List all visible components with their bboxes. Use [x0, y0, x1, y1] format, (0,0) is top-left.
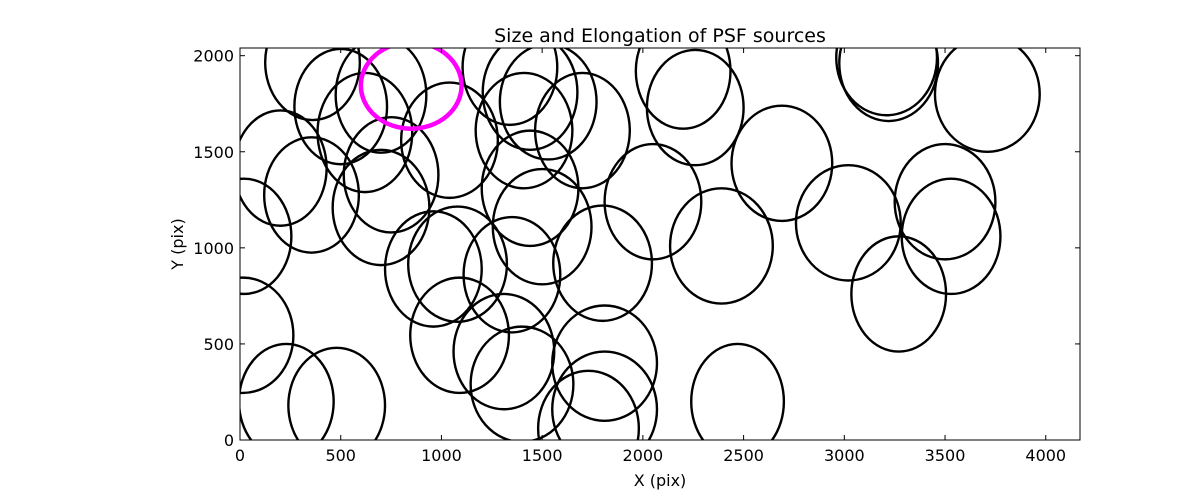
- psf-source-ellipse: [399, 81, 500, 200]
- psf-source-ellipse: [794, 164, 902, 282]
- y-tick-label: 1500: [193, 143, 234, 162]
- psf-source-ellipse: [240, 276, 295, 395]
- psf-source-ellipse: [552, 204, 654, 323]
- x-axis-label: X (pix): [634, 471, 687, 490]
- psf-source-ellipse: [469, 325, 575, 440]
- psf-source-ellipse: [474, 71, 574, 190]
- psf-source-ellipse: [407, 205, 509, 324]
- y-tick-label: 500: [203, 335, 234, 354]
- axis-ticks: 0 500 1000 1500 2000 2500 3000 3500 4000 0 500 1000…: [193, 47, 1080, 465]
- psf-source-ellipse: [263, 48, 362, 122]
- psf-source-ellipse: [551, 350, 659, 440]
- x-tick-label: 1500: [522, 446, 563, 465]
- psf-source-ellipse: [690, 342, 786, 440]
- plot-frame: [239, 47, 1081, 441]
- psf-source-ellipse: [491, 167, 593, 286]
- psf-source-ellipse: [461, 48, 559, 127]
- psf-source-ellipse: [730, 104, 834, 223]
- psf-source-ellipse: [498, 48, 598, 161]
- psf-source-ellipse: [287, 346, 387, 440]
- psf-source-ellipse: [240, 342, 335, 440]
- x-tick-label: 4000: [1025, 446, 1066, 465]
- x-tick-label: 2000: [623, 446, 664, 465]
- y-axis-label: Y (pix): [168, 218, 187, 270]
- psf-source-ellipse: [668, 187, 775, 305]
- psf-source-ellipse: [342, 115, 440, 234]
- x-tick-label: 3000: [824, 446, 865, 465]
- psf-source-ellipse: [331, 148, 431, 267]
- psf-source-ellipse: [536, 369, 641, 440]
- psf-source-ellipse: [462, 215, 562, 334]
- psf-sources: [240, 48, 1041, 440]
- psf-source-ellipse: [838, 48, 940, 123]
- psf-source-ellipse: [893, 142, 997, 261]
- psf-source-ellipse: [850, 235, 948, 353]
- x-tick-label: 1000: [421, 446, 462, 465]
- psf-source-ellipse: [933, 48, 1041, 153]
- chart-title: Size and Elongation of PSF sources: [494, 25, 826, 47]
- psf-source-ellipse: [409, 276, 511, 395]
- psf-source-ellipse: [551, 304, 659, 422]
- psf-source-ellipse: [240, 109, 328, 227]
- psf-source-ellipse: [645, 48, 745, 167]
- x-tick-label: 3500: [925, 446, 966, 465]
- psf-source-ellipse: [240, 177, 293, 296]
- psf-source-ellipse: [481, 48, 579, 152]
- psf-source-ellipse: [634, 48, 732, 130]
- highlighted-psf-source: [358, 48, 464, 131]
- psf-source-ellipse: [603, 142, 703, 261]
- psf-source-ellipse: [262, 136, 361, 254]
- psf-source-ellipse: [835, 48, 939, 117]
- x-tick-label: 2500: [723, 446, 764, 465]
- psf-source-ellipse: [334, 48, 428, 154]
- y-tick-label: 1000: [193, 239, 234, 258]
- x-tick-label: 0: [235, 446, 245, 465]
- psf-source-ellipse: [383, 210, 483, 328]
- y-tick-label: 2000: [193, 47, 234, 66]
- y-tick-label: 0: [224, 431, 234, 450]
- psf-source-ellipse: [316, 71, 414, 194]
- x-tick-label: 500: [325, 446, 356, 465]
- psf-source-ellipse: [533, 71, 631, 190]
